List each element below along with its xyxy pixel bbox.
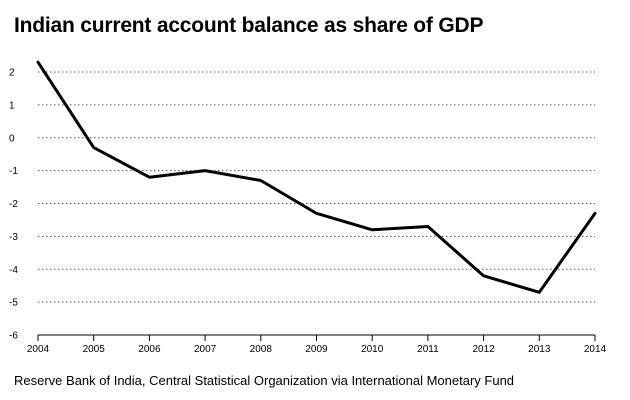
y-tick-label: 1 [9, 100, 15, 111]
y-tick-label: -4 [9, 265, 18, 276]
y-tick-label: 0 [9, 133, 15, 144]
gridlines [38, 71, 595, 303]
x-tick-label: 2012 [472, 344, 495, 355]
x-tick-label: 2008 [250, 344, 273, 355]
source-note: Reserve Bank of India, Central Statistic… [14, 373, 515, 388]
x-tick-label: 2009 [305, 344, 328, 355]
y-tick-labels: 2 1 0 -1 -2 -3 -4 -5 -6 [9, 68, 18, 342]
x-tick-label: 2007 [194, 344, 217, 355]
x-tick-label: 2014 [584, 344, 607, 355]
x-tick-label: 2013 [528, 344, 551, 355]
y-tick-label: -2 [9, 199, 18, 210]
x-tick-label: 2004 [27, 344, 50, 355]
y-tick-label: -1 [9, 166, 18, 177]
x-tick-label: 2006 [138, 344, 161, 355]
axes [37, 334, 596, 341]
series-line [36, 60, 597, 294]
y-tick-label: -5 [9, 298, 18, 309]
y-tick-label: -3 [9, 232, 18, 243]
y-tick-label: -6 [9, 331, 18, 342]
chart-title: Indian current account balance as share … [14, 14, 484, 37]
series-layer [36, 60, 597, 294]
x-tick-label: 2010 [361, 344, 384, 355]
x-tick-label: 2011 [417, 344, 439, 355]
x-tick-labels: 2004 2005 2006 2007 2008 2009 2010 2011 2012 2013… [27, 344, 607, 355]
y-tick-label: 2 [9, 68, 15, 79]
x-tick-label: 2005 [83, 344, 106, 355]
